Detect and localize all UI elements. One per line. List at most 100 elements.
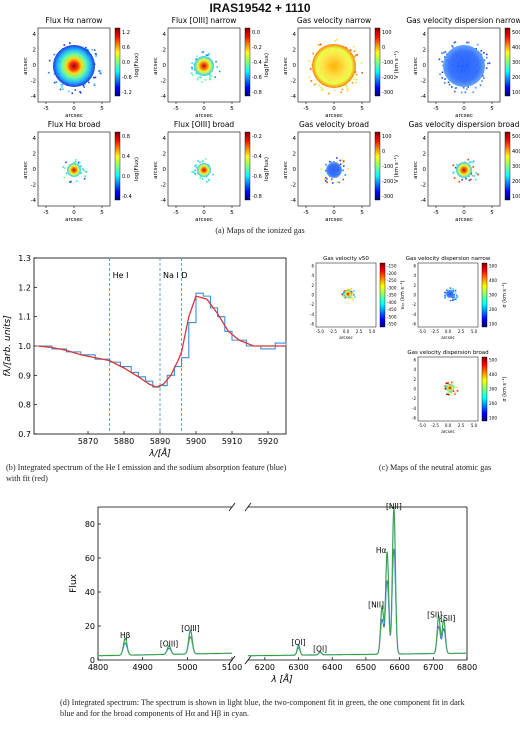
map-pixel	[452, 390, 455, 392]
map-pixel	[308, 76, 311, 79]
y-tick-label: 2	[33, 152, 37, 158]
map-pixel	[63, 176, 66, 179]
x-tick-label: 5.0	[471, 329, 478, 334]
map-pixel	[199, 76, 201, 78]
map-pixel	[347, 168, 349, 170]
map-emission-blob	[312, 44, 356, 88]
map-pixel	[341, 88, 344, 91]
y-tick-label: 2	[163, 48, 167, 54]
map-pixel	[308, 60, 311, 62]
map-pixel	[346, 88, 349, 90]
map-pixel	[208, 53, 210, 55]
map-pixel	[85, 46, 87, 49]
map-pixel	[216, 66, 218, 68]
map-pixel	[98, 70, 100, 72]
map-pixel	[200, 76, 202, 79]
x-tick-label: 0.0	[445, 329, 452, 334]
y-tick-label: -4	[310, 312, 314, 317]
map-pixel	[336, 157, 338, 159]
colorbar-tick-label: 400	[512, 149, 520, 155]
x-tick-label: 2.5	[458, 329, 465, 334]
map-pixel	[99, 70, 102, 72]
map-pixel	[341, 294, 344, 297]
y-tick-label: 6	[413, 358, 416, 363]
map-pixel	[319, 43, 322, 46]
y-tick-label: 2	[413, 283, 416, 288]
map-pixel	[480, 50, 483, 52]
x-axis-label: arcsec	[441, 335, 455, 340]
map-pixel	[453, 296, 456, 298]
y-tick-label: 1.1	[18, 313, 31, 322]
x-axis-label: arcsec	[325, 113, 343, 119]
map-pixel	[209, 75, 211, 77]
map-pixel	[75, 160, 77, 163]
x-tick-label: 6700	[423, 663, 443, 672]
map-pixel	[454, 87, 457, 89]
y-tick-label: -2	[291, 183, 296, 189]
y-tick-label: 4	[293, 32, 297, 38]
colorbar-tick-label: -0.2	[252, 45, 262, 51]
map-pixel	[456, 386, 459, 389]
map-pixel	[443, 388, 446, 390]
map-pixel	[456, 296, 458, 298]
colorbar-tick-label: 0	[382, 149, 385, 155]
map-pixel	[330, 161, 333, 164]
map-pixel	[191, 66, 193, 69]
map-pixel	[88, 81, 90, 84]
map-pixel	[65, 172, 68, 175]
x-tick-label: 5	[230, 106, 234, 112]
y-tick-label: 0	[423, 63, 427, 69]
map-pixel	[71, 92, 74, 95]
map-pixel	[472, 161, 474, 164]
y-tick-label: 0	[423, 167, 427, 173]
map-pixel	[309, 68, 312, 70]
y-tick-label: -2	[421, 79, 426, 85]
map-pixel	[439, 73, 441, 76]
map-pixel	[331, 178, 333, 180]
map-pixel	[342, 162, 345, 164]
colorbar-tick-label: 100	[512, 90, 520, 96]
colorbar	[114, 131, 121, 201]
y-tick-label: 1.2	[18, 283, 31, 292]
colorbar-tick-label: 500	[512, 134, 520, 140]
x-tick-label: -5	[433, 210, 439, 216]
map-pixel	[323, 178, 326, 181]
neutral-map-panel: Gas velocity dispersion broad -5.0 -2.5 0.0…	[407, 350, 508, 434]
map-pixel	[201, 51, 203, 54]
ionized-map-panel: Gas velocity dispersion narrow -5 0 5 4 2 0 -2 -…	[406, 16, 520, 119]
colorbar-tick-label: -450	[387, 307, 397, 312]
figure-title: IRAS19542 + 1110	[209, 1, 311, 15]
map-pixel	[324, 169, 327, 172]
y-tick-label: 0.9	[18, 371, 31, 380]
neutral-map-panel: Gas velocity dispersion narrow -5.0 -2.5 0.…	[406, 256, 508, 340]
colorbar	[374, 131, 381, 201]
map-pixel	[355, 78, 358, 81]
map-pixel	[465, 177, 467, 180]
y-tick-label: 2	[423, 152, 427, 158]
colorbar-tick-label: 400	[489, 278, 497, 283]
x-tick-label: -5	[43, 106, 49, 112]
colorbar-tick-label: -300	[387, 285, 397, 290]
map-pixel	[70, 180, 72, 183]
x-axis-label: arcsec	[455, 113, 473, 119]
colorbar-label: v₅₀ (km s⁻¹)	[400, 280, 406, 309]
map-pixel	[486, 56, 488, 59]
map-title: Flux [OIII] broad	[174, 120, 235, 129]
map-title: Gas velocity broad	[299, 120, 369, 129]
map-pixel	[447, 81, 450, 84]
x-tick-label: 5.0	[471, 423, 478, 428]
x-axis-label: arcsec	[195, 113, 213, 119]
emission-line-label: [OIII]	[160, 640, 178, 649]
colorbar-tick-label: 200	[489, 401, 497, 406]
x-axis-label: arcsec	[195, 217, 213, 223]
map-pixel	[454, 297, 456, 299]
map-pixel	[351, 82, 354, 84]
map-pixel	[355, 54, 357, 57]
map-pixel	[446, 289, 448, 292]
y-tick-label: 80	[85, 520, 95, 529]
x-tick-label: 0	[462, 106, 466, 112]
map-pixel	[460, 91, 463, 94]
map-pixel	[346, 90, 349, 92]
emission-line-label: [OIII]	[181, 624, 199, 633]
x-tick-label: 0	[332, 106, 336, 112]
